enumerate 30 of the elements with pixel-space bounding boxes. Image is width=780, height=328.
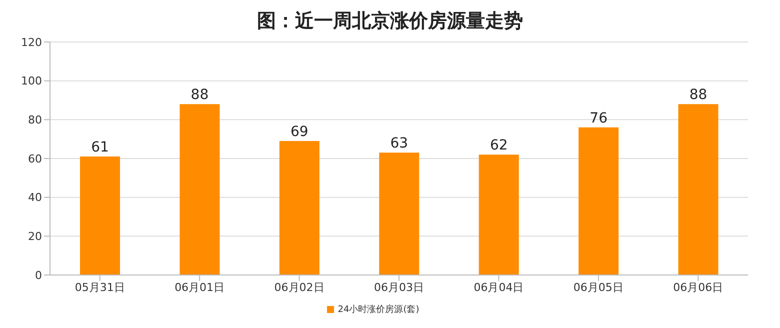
bar xyxy=(80,156,120,275)
x-tick-label: 06月03日 xyxy=(374,280,424,294)
bar xyxy=(279,141,320,275)
chart-title: 图：近一周北京涨价房源量走势 xyxy=(256,9,524,34)
y-tick-label: 100 xyxy=(21,74,42,88)
x-tick-label: 06月05日 xyxy=(573,280,624,294)
x-tick-label: 05月31日 xyxy=(74,280,125,294)
x-tick-label: 06月01日 xyxy=(174,280,225,294)
data-label: 69 xyxy=(290,124,308,140)
bar xyxy=(578,127,619,275)
data-label: 62 xyxy=(490,138,508,154)
bar xyxy=(379,152,420,275)
data-label: 63 xyxy=(390,136,408,152)
y-tick-label: 0 xyxy=(35,268,42,282)
x-tick-label: 06月06日 xyxy=(673,280,724,294)
data-label: 76 xyxy=(590,110,608,126)
data-label: 61 xyxy=(91,140,109,156)
bar xyxy=(180,104,220,275)
y-tick-label: 60 xyxy=(28,152,42,166)
y-tick-label: 80 xyxy=(28,114,42,127)
bar xyxy=(678,104,718,275)
x-tick-label: 06月04日 xyxy=(474,280,524,294)
x-tick-label: 06月02日 xyxy=(274,280,324,294)
data-label: 88 xyxy=(190,87,209,104)
data-label: 88 xyxy=(689,87,708,104)
y-tick-label: 40 xyxy=(28,191,42,204)
bar xyxy=(478,154,519,275)
legend-label: 24小时涨价房源(套) xyxy=(338,305,420,315)
y-tick-label: 120 xyxy=(21,36,42,49)
y-tick-label: 20 xyxy=(28,230,42,244)
